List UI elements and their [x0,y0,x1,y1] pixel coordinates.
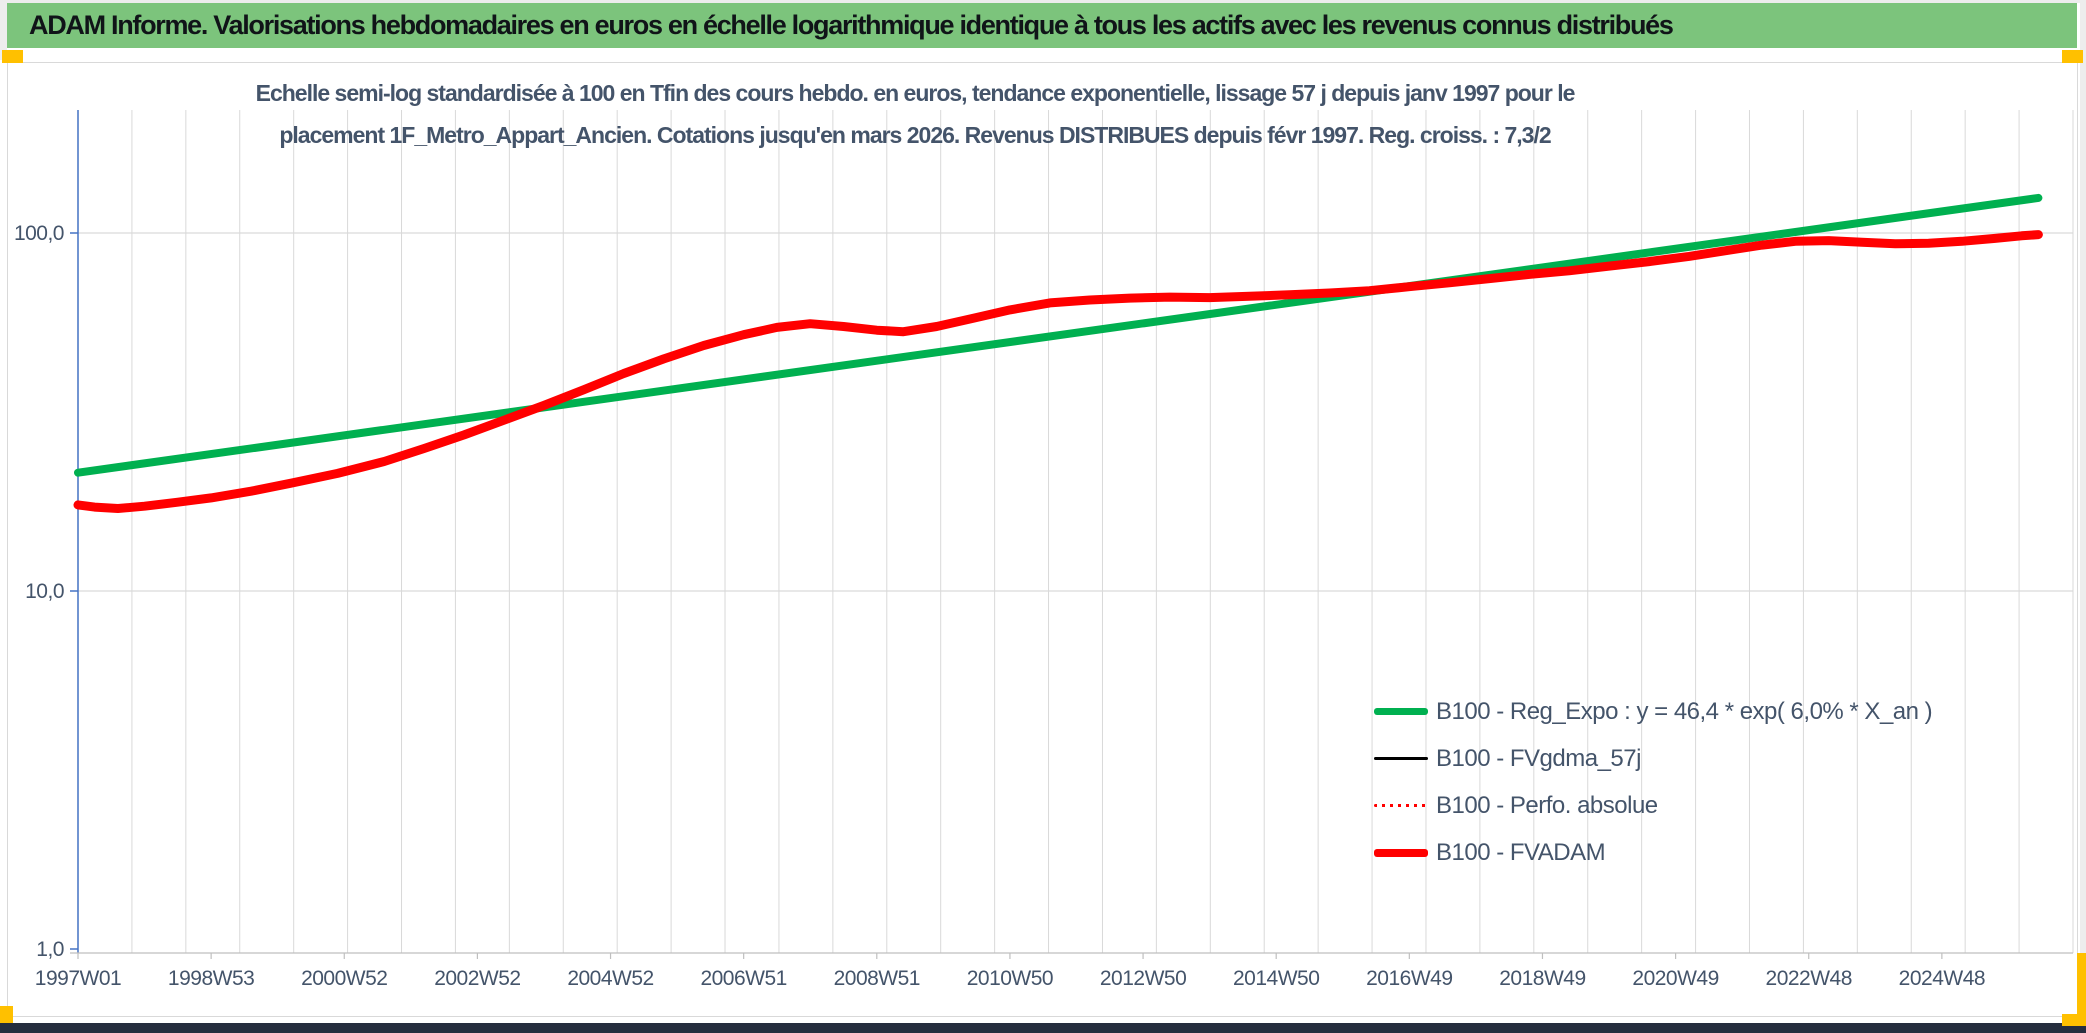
legend-label: B100 - Reg_Expo : y = 46,4 * exp( 6,0% *… [1436,697,1933,725]
legend-item: B100 - FVADAM [1374,829,1932,876]
chart-card[interactable] [7,62,2078,1017]
legend-line-sample [1374,708,1428,715]
legend-item: B100 - Perfo. absolue [1374,782,1932,829]
bottom-bar [0,1023,2086,1033]
legend: B100 - Reg_Expo : y = 46,4 * exp( 6,0% *… [1374,688,1933,876]
y-axis-label: 1,0 [36,938,64,961]
x-axis-label: 2008W51 [834,967,920,990]
x-axis-label: 2004W52 [567,967,653,990]
gold-cell-bottom-right [2062,1014,2086,1026]
legend-label: B100 - Perfo. absolue [1436,791,1658,819]
gold-cell-right-strip [2077,953,2086,1017]
legend-item: B100 - Reg_Expo : y = 46,4 * exp( 6,0% *… [1374,688,1933,735]
x-axis-label: 2006W51 [700,967,786,990]
sheet-gutter-left [0,0,7,60]
x-axis-label: 2016W49 [1366,967,1452,990]
sheet-gutter-top [0,0,2086,3]
legend-item: B100 - FVgdma_57j [1374,735,1932,782]
chart-title-line-2: placement 1F_Metro_Appart_Ancien. Cotati… [279,122,1551,148]
x-axis-label: 1997W01 [35,967,121,990]
x-axis-label: 2014W50 [1233,967,1319,990]
x-axis-label: 2010W50 [967,967,1053,990]
sheet-gutter-right [2080,0,2086,1033]
y-axis-label: 10,0 [25,580,64,603]
gold-cell-top-right [2062,50,2083,63]
sheet-title: ADAM Informe. Valorisations hebdomadaire… [29,10,1674,40]
legend-line-sample [1374,848,1428,857]
legend-label: B100 - FVgdma_57j [1436,744,1641,772]
gold-cell-top-left [2,50,23,63]
series-line-3 [73,230,2043,513]
x-axis-label: 2000W52 [301,967,387,990]
x-axis-label: 2024W48 [1899,967,1985,990]
x-axis-label: 2020W49 [1632,967,1718,990]
x-axis-label: 2012W50 [1100,967,1186,990]
gold-cell-bottom-left [0,1006,13,1023]
chart-title-line-1: Echelle semi-log standardisée à 100 en T… [255,80,1576,106]
x-axis-label: 1998W53 [168,967,254,990]
chart-title: Echelle semi-log standardisée à 100 en T… [255,72,1576,156]
x-axis-label: 2002W52 [434,967,520,990]
legend-line-sample [1374,757,1428,760]
legend-line-sample [1374,804,1428,807]
sheet-title-banner: ADAM Informe. Valorisations hebdomadaire… [7,3,2077,48]
x-axis-label: 2022W48 [1766,967,1852,990]
x-axis-label: 2018W49 [1499,967,1585,990]
series-line-0 [74,193,2043,477]
y-axis-label: 100,0 [14,222,64,245]
legend-label: B100 - FVADAM [1436,838,1606,866]
